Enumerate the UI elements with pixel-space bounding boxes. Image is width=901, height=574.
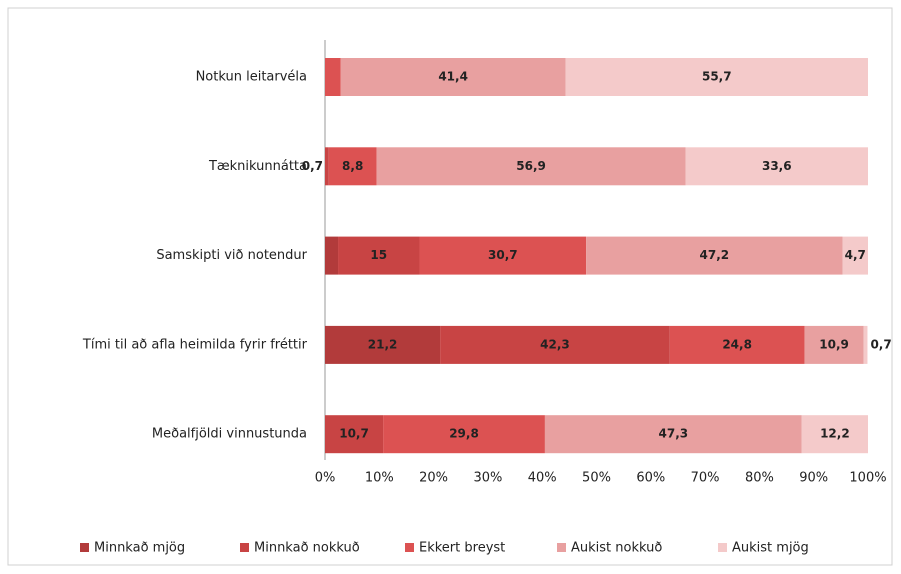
bar-segment xyxy=(328,147,377,186)
bar-segment xyxy=(338,236,420,275)
data-label: 0,7 xyxy=(302,159,323,173)
x-tick-label: 60% xyxy=(636,471,665,486)
bar-segment xyxy=(801,415,868,454)
data-label: 42,3 xyxy=(540,337,570,351)
legend-label: Aukist mjög xyxy=(732,541,809,556)
y-tick-label: Tími til að afla heimilda fyrir fréttir xyxy=(82,337,308,352)
bar-segment xyxy=(325,147,329,186)
x-tick-label: 0% xyxy=(315,471,336,486)
bar-segment xyxy=(565,58,868,96)
data-label: 10,7 xyxy=(339,427,369,441)
y-tick-label: Samskipti við notendur xyxy=(156,248,307,263)
x-tick-label: 30% xyxy=(473,471,502,486)
data-label: 56,9 xyxy=(516,159,546,173)
data-label: 21,2 xyxy=(368,337,398,351)
legend-swatch xyxy=(240,543,249,552)
bar-segment xyxy=(383,415,545,454)
data-label: 4,7 xyxy=(845,248,866,262)
bar-segment xyxy=(440,325,670,364)
bar-segment xyxy=(325,236,339,275)
legend-swatch xyxy=(80,543,89,552)
data-label: 10,9 xyxy=(819,337,849,351)
data-label: 41,4 xyxy=(438,70,468,84)
bar-segment xyxy=(325,58,341,96)
y-tick-label: Meðalfjöldi vinnustunda xyxy=(152,427,307,442)
bar-segment xyxy=(376,147,686,186)
x-tick-label: 10% xyxy=(365,471,394,486)
data-label: 8,8 xyxy=(342,159,363,173)
bar-segment xyxy=(325,415,384,454)
x-tick-label: 90% xyxy=(799,471,828,486)
x-tick-label: 70% xyxy=(691,471,720,486)
bar-segment xyxy=(340,58,566,96)
legend-swatch xyxy=(405,543,414,552)
legend-label: Ekkert breyst xyxy=(419,541,505,556)
data-label: 55,7 xyxy=(702,70,732,84)
data-label: 29,8 xyxy=(449,427,479,441)
data-label: 24,8 xyxy=(722,337,752,351)
y-tick-label: Tæknikunnátta xyxy=(208,159,307,174)
data-label: 47,2 xyxy=(700,248,730,262)
legend-swatch xyxy=(718,543,727,552)
legend-label: Minnkað mjög xyxy=(94,541,185,556)
data-label: 30,7 xyxy=(488,248,518,262)
data-label: 0,7 xyxy=(870,337,891,351)
chart-frame xyxy=(7,7,893,566)
legend-swatch xyxy=(557,543,566,552)
data-label: 15 xyxy=(370,248,387,262)
data-label: 47,3 xyxy=(659,427,689,441)
bar-segment xyxy=(669,325,805,364)
data-label: 12,2 xyxy=(820,427,850,441)
bar-segment xyxy=(544,415,802,454)
x-tick-label: 50% xyxy=(582,471,611,486)
x-tick-label: 40% xyxy=(528,471,557,486)
bar-segment xyxy=(419,236,587,275)
x-tick-label: 80% xyxy=(745,471,774,486)
x-tick-label: 20% xyxy=(419,471,448,486)
bar-segment xyxy=(804,325,864,364)
bar-segment xyxy=(863,325,868,364)
legend-label: Minnkað nokkuð xyxy=(254,541,360,556)
bar-segment xyxy=(842,236,868,275)
x-tick-label: 100% xyxy=(849,471,886,486)
y-tick-label: Notkun leitarvéla xyxy=(196,70,307,85)
bar-segment xyxy=(325,325,441,364)
data-label: 33,6 xyxy=(762,159,792,173)
bar-segment xyxy=(586,236,843,275)
legend-label: Aukist nokkuð xyxy=(571,541,662,556)
bar-segment xyxy=(685,147,868,186)
